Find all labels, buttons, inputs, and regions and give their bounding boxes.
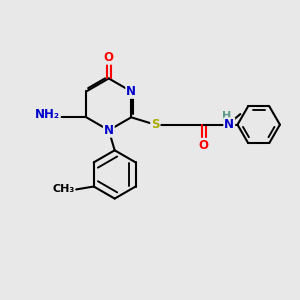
Text: H: H	[222, 111, 231, 122]
Text: S: S	[151, 118, 160, 131]
Text: N: N	[224, 118, 234, 131]
Text: N: N	[126, 85, 136, 98]
Text: O: O	[104, 51, 114, 64]
Text: O: O	[199, 139, 209, 152]
Text: CH₃: CH₃	[52, 184, 75, 194]
Text: NH₂: NH₂	[35, 109, 60, 122]
Text: N: N	[104, 124, 114, 137]
